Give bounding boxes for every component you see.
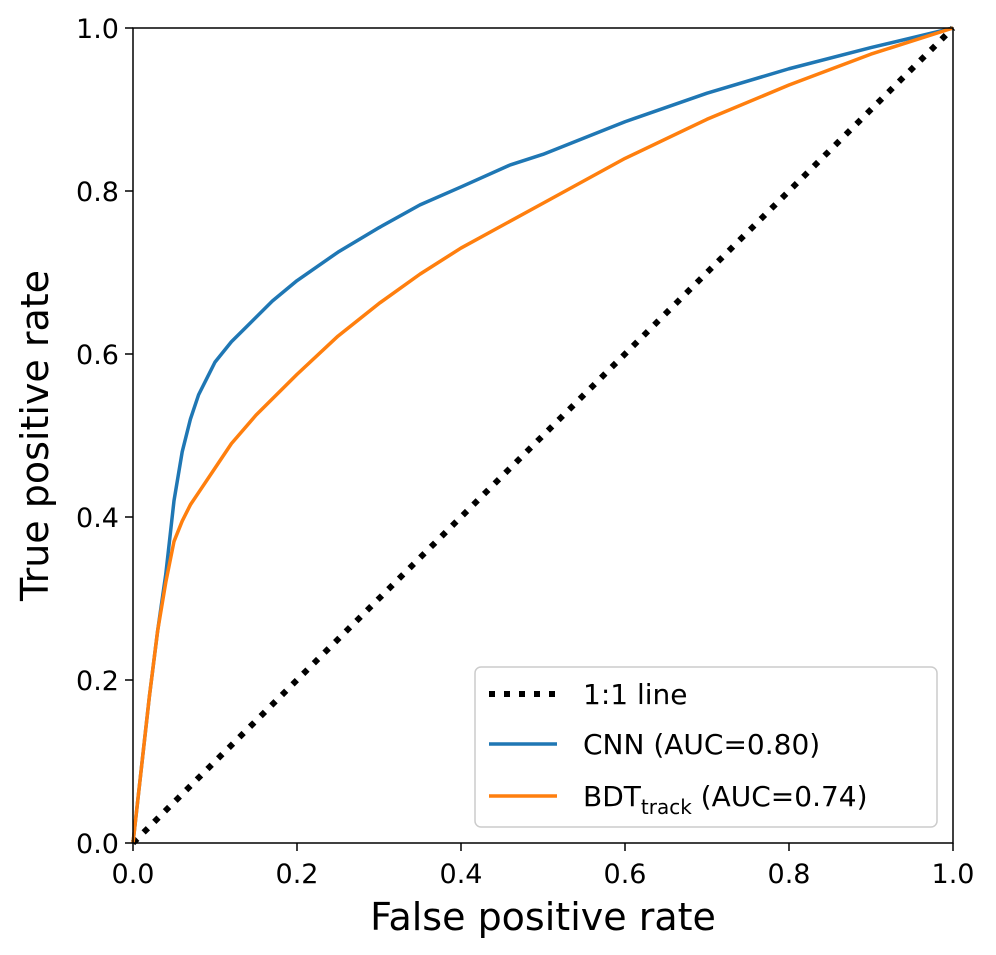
legend: 1:1 line CNN (AUC=0.80) BDTtrack (AUC=0.74…	[474, 666, 938, 828]
legend-label: BDTtrack (AUC=0.74)	[583, 780, 868, 819]
y-tick-label: 1.0	[76, 14, 119, 45]
x-tick-label: 0.8	[768, 859, 811, 890]
legend-entries: 1:1 line CNN (AUC=0.80) BDTtrack (AUC=0.74…	[489, 678, 868, 819]
legend-label-main: BDT	[583, 780, 642, 813]
x-tick-label: 0.2	[276, 859, 319, 890]
x-tick-label: 0.4	[440, 859, 483, 890]
legend-label: 1:1 line	[583, 678, 688, 711]
legend-box	[474, 666, 938, 828]
y-tick-label: 0.2	[76, 666, 119, 697]
y-tick-label: 0.4	[76, 503, 119, 534]
series-line-1-1-line	[130, 25, 956, 846]
y-axis-title: True positive rate	[13, 270, 57, 602]
series-line-cnn	[131, 26, 954, 844]
y-tick-label: 0.6	[76, 340, 119, 371]
series-layer	[130, 25, 956, 846]
x-tick-label: 1.0	[932, 859, 975, 890]
x-axis-title: False positive rate	[370, 895, 716, 939]
x-tick-label: 0.6	[604, 859, 647, 890]
legend-label-suffix: (AUC=0.74)	[692, 780, 868, 813]
x-tick-label: 0.0	[112, 859, 155, 890]
y-tick-label: 0.0	[76, 829, 119, 860]
series-line-bdt-track	[131, 26, 954, 844]
legend-label: CNN (AUC=0.80)	[583, 728, 820, 761]
legend-label-subscript: track	[641, 795, 692, 819]
ticks-layer: 0.0 0.2 0.4 0.6 0.8 1.0 0.0 0.2 0.4 0.6 0.8 1.0	[76, 14, 974, 890]
plot-frame	[132, 27, 954, 844]
y-tick-label: 0.8	[76, 177, 119, 208]
